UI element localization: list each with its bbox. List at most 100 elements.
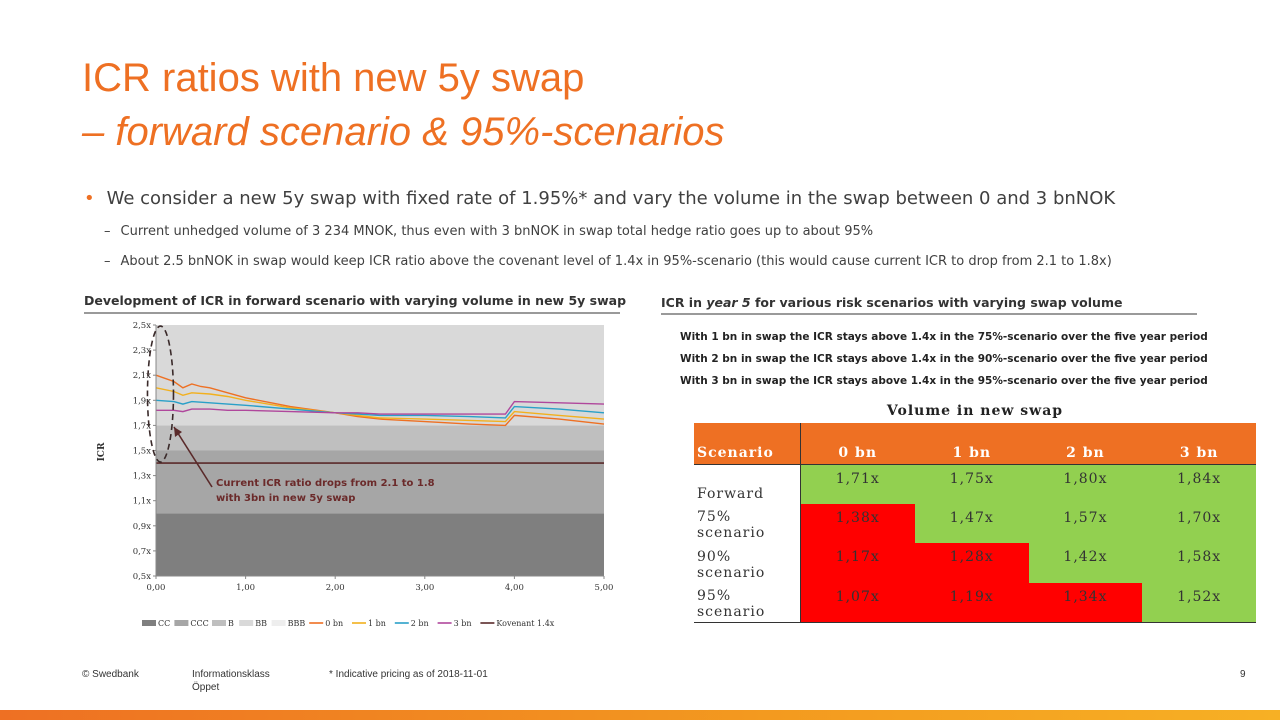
y-tick-label: 0,5x	[133, 572, 152, 582]
x-tick-label: 4,00	[505, 583, 524, 593]
x-tick-label: 0,00	[147, 583, 166, 593]
y-tick-label: 1,1x	[133, 497, 152, 507]
main-bullet: • We consider a new 5y swap with fixed ra…	[84, 188, 1115, 209]
legend-swatch	[174, 620, 189, 626]
icr-value-cell: 1,71x	[800, 464, 915, 504]
highlight-ellipse	[146, 325, 175, 463]
legend-label: BB	[255, 619, 267, 628]
left-section-rule	[84, 312, 620, 314]
bullet-dot-icon: •	[84, 188, 95, 209]
y-tick-label: 0,7x	[133, 547, 152, 557]
right-title-pre: ICR in	[661, 295, 707, 310]
footer-copyright: © Swedbank	[82, 669, 139, 680]
sub-bullet-2: – About 2.5 bnNOK in swap would keep ICR …	[104, 254, 1112, 269]
icr-value-cell: 1,42x	[1028, 543, 1143, 583]
rating-band-b	[156, 425, 604, 451]
y-tick-label: 0,9x	[133, 522, 152, 532]
y-tick-label: 1,9x	[133, 396, 152, 406]
page-title: ICR ratios with new 5y swap	[82, 56, 585, 100]
annotation-arrow	[173, 426, 213, 488]
scenario-note-2: With 2 bn in swap the ICR stays above 1.…	[680, 353, 1208, 365]
icr-value-cell: 1,57x	[1028, 503, 1143, 543]
icr-value-cell: 1,75x	[914, 464, 1029, 504]
y-tick-label: 1,5x	[133, 447, 152, 457]
icr-value-cell: 1,52x	[1142, 582, 1256, 622]
row-label: 95% scenario	[694, 582, 801, 622]
main-bullet-text: We consider a new 5y swap with fixed rat…	[106, 188, 1116, 209]
legend-label: 3 bn	[454, 619, 472, 628]
row-label: 75% scenario	[694, 503, 801, 543]
annotation-line-1: Current ICR ratio drops from 2.1 to 1.8	[216, 478, 435, 489]
legend-swatch	[271, 620, 286, 626]
icr-value-cell: 1,58x	[1142, 543, 1256, 583]
legend-swatch	[142, 620, 156, 626]
page-number: 9	[1240, 669, 1246, 680]
header-1bn: 1 bn	[914, 423, 1029, 464]
scenario-note-1: With 1 bn in swap the ICR stays above 1.…	[680, 331, 1208, 343]
x-tick-label: 2,00	[326, 583, 345, 593]
right-section-title: ICR in year 5 for various risk scenarios…	[661, 295, 1122, 310]
table-row: 95% scenario 1,07x 1,19x 1,34x 1,52x	[694, 582, 1256, 622]
rating-band-cc	[156, 513, 604, 576]
series-line-3	[156, 400, 605, 415]
volume-header: Volume in new swap	[886, 403, 1064, 419]
table-header-row: Scenario 0 bn 1 bn 2 bn 3 bn	[694, 423, 1256, 464]
legend-label: CC	[158, 619, 170, 628]
legend-label: BBB	[288, 619, 306, 628]
legend-swatch	[239, 620, 254, 626]
legend-label: Kovenant 1.4x	[496, 619, 554, 628]
y-tick-label: 2,3x	[133, 346, 152, 356]
icr-value-cell: 1,70x	[1142, 503, 1256, 543]
icr-value-cell: 1,19x	[914, 582, 1029, 622]
legend-label: 0 bn	[325, 619, 343, 628]
y-tick-label: 1,3x	[133, 472, 152, 482]
header-2bn: 2 bn	[1028, 423, 1143, 464]
table-row: 75% scenario 1,38x 1,47x 1,57x 1,70x	[694, 503, 1256, 543]
legend-swatch	[212, 620, 226, 626]
icr-value-cell: 1,47x	[914, 503, 1029, 543]
brand-bar	[0, 710, 1280, 720]
x-tick-label: 5,00	[595, 583, 614, 593]
right-title-post: for various risk scenarios with varying …	[750, 295, 1123, 310]
dash-icon: –	[104, 224, 111, 239]
table-row: 90% scenario 1,17x 1,28x 1,42x 1,58x	[694, 543, 1256, 583]
legend-label: B	[228, 619, 234, 628]
x-tick-label: 1,00	[236, 583, 255, 593]
icr-value-cell: 1,84x	[1142, 464, 1256, 504]
sub-bullet-1-text: Current unhedged volume of 3 234 MNOK, t…	[120, 224, 874, 239]
icr-value-cell: 1,07x	[800, 582, 915, 622]
x-tick-label: 3,00	[415, 583, 434, 593]
header-scenario: Scenario	[694, 423, 801, 464]
header-3bn: 3 bn	[1142, 423, 1256, 464]
icr-chart-svg: 0,5x 0,7x 0,9x 1,1x 1,3x 1,5x 1,7x 1,9x 2,1x 2,3x…	[97, 321, 614, 628]
icr-chart: 0,5x 0,7x 0,9x 1,1x 1,3x 1,5x 1,7x 1,9x 2,1x 2,3x…	[90, 316, 620, 640]
rating-band-ccc	[156, 450, 604, 514]
icr-value-cell: 1,80x	[1028, 464, 1143, 504]
icr-value-cell: 1,28x	[914, 543, 1029, 583]
header-0bn: 0 bn	[800, 423, 915, 464]
footer-pricing-note: * Indicative pricing as of 2018-11-01	[329, 669, 488, 680]
legend-label: 1 bn	[368, 619, 386, 628]
rating-band-bb	[156, 325, 604, 426]
footer-info-line2: Öppet	[192, 682, 220, 693]
y-tick-label: 2,1x	[133, 371, 152, 381]
sub-bullet-2-text: About 2.5 bnNOK in swap would keep ICR r…	[120, 254, 1112, 269]
sub-bullet-1: – Current unhedged volume of 3 234 MNOK, …	[104, 224, 873, 239]
icr-value-cell: 1,17x	[800, 543, 915, 583]
annotation-line-2: with 3bn in new 5y swap	[216, 493, 355, 504]
scenario-note-3: With 3 bn in swap the ICR stays above 1.…	[680, 375, 1208, 387]
icr-table: Scenario 0 bn 1 bn 2 bn 3 bn Forward 1,71…	[694, 423, 1256, 623]
right-title-em: year 5	[706, 295, 751, 310]
row-label: 90% scenario	[694, 543, 801, 583]
left-section-title: Development of ICR in forward scenario w…	[84, 293, 627, 308]
row-label: Forward	[694, 464, 801, 504]
icr-value-cell: 1,34x	[1028, 582, 1143, 622]
page-subtitle: – forward scenario & 95%-scenarios	[82, 110, 725, 154]
arrow-head-icon	[174, 427, 182, 437]
footer-info-line1: Informationsklass	[192, 669, 270, 680]
y-tick-label: 1,7x	[133, 421, 152, 431]
dash-icon: –	[104, 254, 111, 269]
legend-label: 2 bn	[411, 619, 429, 628]
icr-value-cell: 1,38x	[800, 503, 915, 543]
table-row: Forward 1,71x 1,75x 1,80x 1,84x	[694, 464, 1256, 504]
